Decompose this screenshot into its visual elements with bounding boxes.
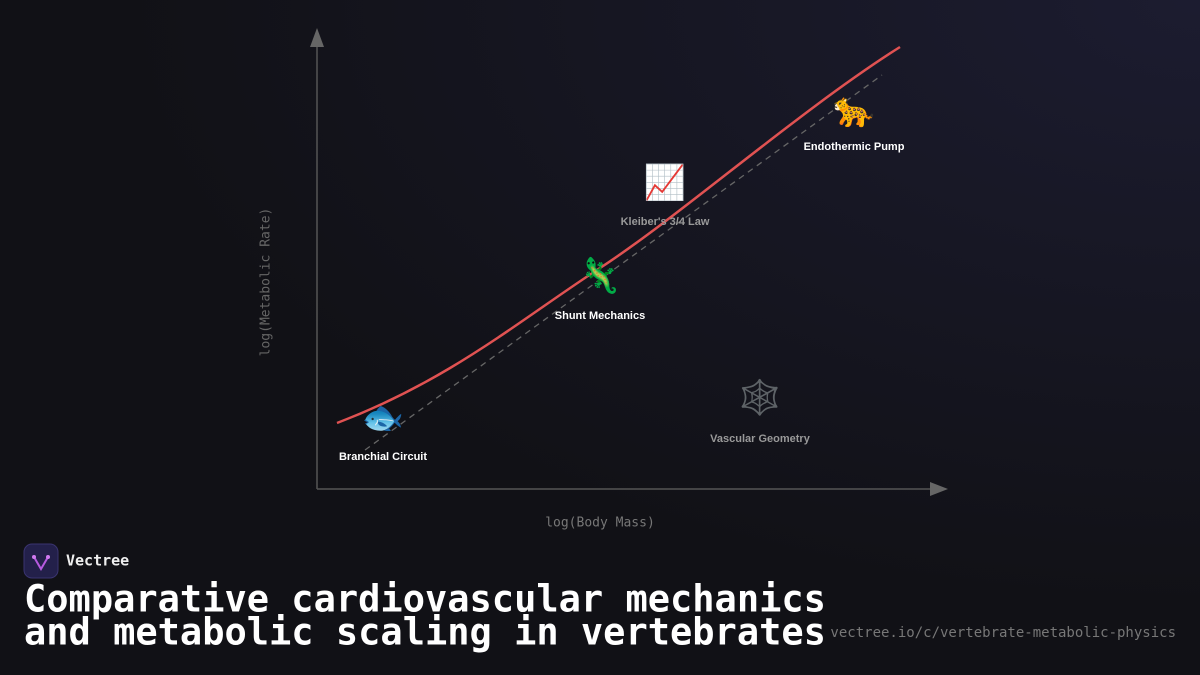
x-axis-label: log(Body Mass) bbox=[545, 516, 655, 531]
url: vectree.io/c/vertebrate-metabolic-physic… bbox=[830, 625, 1176, 641]
node-label: Endothermic Pump bbox=[804, 141, 905, 153]
node-label: Vascular Geometry bbox=[710, 433, 811, 445]
y-axis-label: log(Metabolic Rate) bbox=[259, 208, 274, 357]
reference-line bbox=[364, 74, 883, 451]
node-icon: 🐆 bbox=[833, 91, 875, 129]
node-label: Shunt Mechanics bbox=[555, 310, 645, 322]
logo-dot bbox=[32, 555, 36, 559]
node-icon: 🕸️ bbox=[739, 378, 781, 417]
logo-mark bbox=[33, 556, 49, 571]
title: and metabolic scaling in vertebrates bbox=[24, 611, 826, 654]
node-icon: 🦎 bbox=[579, 256, 621, 295]
x-arrow bbox=[930, 482, 948, 496]
logo-dot bbox=[46, 555, 50, 559]
logo bbox=[23, 543, 59, 579]
y-arrow bbox=[310, 28, 324, 47]
node-label: Kleiber's 3/4 Law bbox=[621, 216, 710, 228]
brand: Vectree bbox=[66, 552, 129, 570]
node-label: Branchial Circuit bbox=[339, 451, 427, 463]
node-icon: 🐟 bbox=[362, 399, 404, 437]
title: Comparative cardiovascular mechanics bbox=[24, 578, 826, 621]
scaling-curve bbox=[336, 45, 901, 425]
node-icon: 📈 bbox=[644, 163, 686, 202]
